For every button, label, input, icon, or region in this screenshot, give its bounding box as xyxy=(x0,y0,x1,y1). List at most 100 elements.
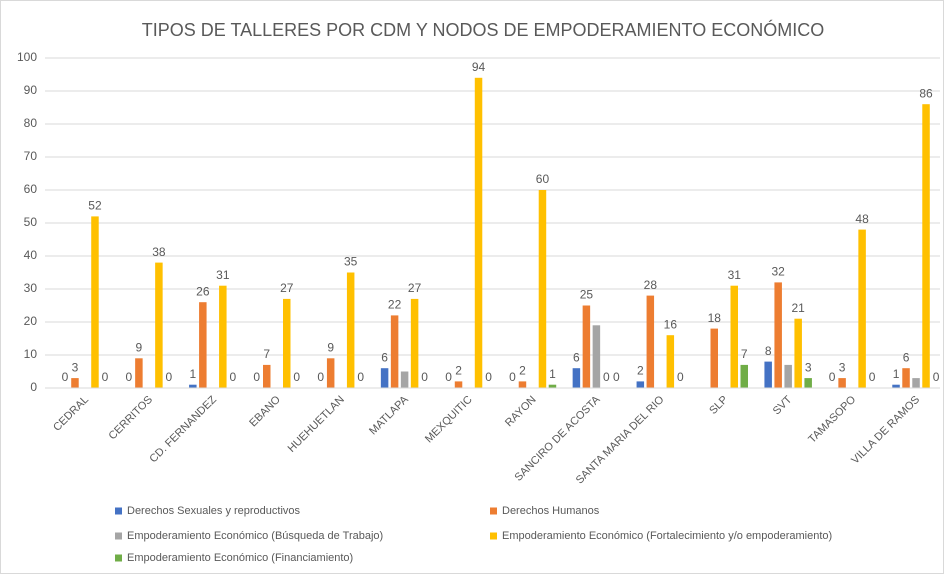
data-label: 0 xyxy=(485,370,492,384)
bar xyxy=(774,282,782,388)
data-label: 31 xyxy=(216,268,230,282)
data-label: 0 xyxy=(603,370,610,384)
data-label: 6 xyxy=(573,350,580,364)
bar xyxy=(764,361,772,388)
data-label: 0 xyxy=(253,370,260,384)
legend-swatch xyxy=(115,554,122,562)
data-label: 0 xyxy=(677,370,684,384)
legend-label: Empoderamiento Económico (Financiamiento… xyxy=(127,552,353,564)
data-label: 0 xyxy=(126,370,133,384)
legend-swatch xyxy=(490,532,497,540)
bar xyxy=(666,335,675,388)
data-label: 8 xyxy=(765,344,772,358)
data-label: 25 xyxy=(580,288,594,302)
chart-title: TIPOS DE TALLERES POR CDM Y NODOS DE EMP… xyxy=(142,19,824,40)
bar xyxy=(912,378,920,388)
data-label: 0 xyxy=(62,370,69,384)
bar xyxy=(892,384,900,388)
data-label: 0 xyxy=(933,370,940,384)
data-label: 0 xyxy=(421,370,428,384)
bar xyxy=(380,368,389,388)
data-label: 0 xyxy=(869,370,876,384)
y-tick-label: 10 xyxy=(24,347,38,361)
legend-swatch xyxy=(115,507,122,515)
data-label: 1 xyxy=(893,367,900,381)
data-label: 3 xyxy=(805,360,812,374)
data-label: 0 xyxy=(613,370,620,384)
y-tick-label: 70 xyxy=(24,149,38,163)
data-label: 60 xyxy=(536,172,550,186)
bar xyxy=(710,328,718,388)
data-label: 3 xyxy=(839,360,846,374)
bar xyxy=(400,371,409,388)
data-label: 48 xyxy=(855,212,869,226)
data-label: 0 xyxy=(317,370,324,384)
bar xyxy=(804,378,812,388)
bar xyxy=(636,381,645,388)
data-label: 3 xyxy=(72,360,79,374)
bar xyxy=(730,285,738,388)
y-tick-label: 30 xyxy=(24,281,38,295)
bar xyxy=(91,216,99,388)
bar xyxy=(592,325,601,388)
bar xyxy=(135,358,143,388)
legend-label: Derechos Humanos xyxy=(502,505,600,517)
data-label: 7 xyxy=(263,347,270,361)
data-label: 31 xyxy=(728,268,742,282)
data-label: 0 xyxy=(102,370,109,384)
legend-label: Empoderamiento Económico (Búsqueda de Tr… xyxy=(127,530,383,542)
bar xyxy=(794,318,802,388)
bar xyxy=(858,229,866,388)
bar xyxy=(740,364,748,388)
legend-swatch xyxy=(115,532,122,540)
data-label: 32 xyxy=(771,265,785,279)
data-label: 26 xyxy=(196,284,210,298)
y-tick-label: 90 xyxy=(24,83,38,97)
data-label: 0 xyxy=(229,370,236,384)
legend-label: Derechos Sexuales y reproductivos xyxy=(127,505,301,517)
data-label: 16 xyxy=(664,317,678,331)
bar xyxy=(572,368,581,388)
data-label: 52 xyxy=(88,199,102,213)
bar xyxy=(199,302,207,388)
y-tick-label: 20 xyxy=(24,314,38,328)
data-label: 1 xyxy=(189,367,196,381)
bar xyxy=(326,358,335,388)
y-tick-label: 50 xyxy=(24,215,38,229)
data-label: 1 xyxy=(549,367,556,381)
y-tick-label: 100 xyxy=(17,50,37,64)
bar xyxy=(582,305,591,388)
data-label: 6 xyxy=(381,350,388,364)
data-label: 2 xyxy=(455,364,462,378)
bar xyxy=(410,298,419,388)
data-label: 2 xyxy=(519,364,526,378)
data-label: 0 xyxy=(445,370,452,384)
bar xyxy=(219,285,227,388)
data-label: 6 xyxy=(903,350,910,364)
data-label: 2 xyxy=(637,364,644,378)
data-label: 21 xyxy=(791,301,805,315)
data-label: 9 xyxy=(327,340,334,354)
data-label: 38 xyxy=(152,245,166,259)
bar xyxy=(390,315,399,388)
data-label: 9 xyxy=(136,340,143,354)
y-tick-label: 40 xyxy=(24,248,38,262)
legend-label: Empoderamiento Económico (Fortalecimient… xyxy=(502,530,832,542)
bar xyxy=(646,295,655,388)
data-label: 22 xyxy=(388,298,402,312)
bar xyxy=(518,381,527,388)
data-label: 28 xyxy=(644,278,658,292)
data-label: 86 xyxy=(919,86,933,100)
data-label: 27 xyxy=(408,281,422,295)
bar xyxy=(155,262,163,388)
bar xyxy=(346,272,355,388)
data-label: 0 xyxy=(166,370,173,384)
bar xyxy=(189,384,197,388)
data-label: 0 xyxy=(829,370,836,384)
data-label: 0 xyxy=(293,370,300,384)
bar xyxy=(474,77,483,389)
bar xyxy=(922,104,930,388)
data-label: 35 xyxy=(344,255,358,269)
bar xyxy=(538,190,547,388)
bar xyxy=(838,378,846,388)
